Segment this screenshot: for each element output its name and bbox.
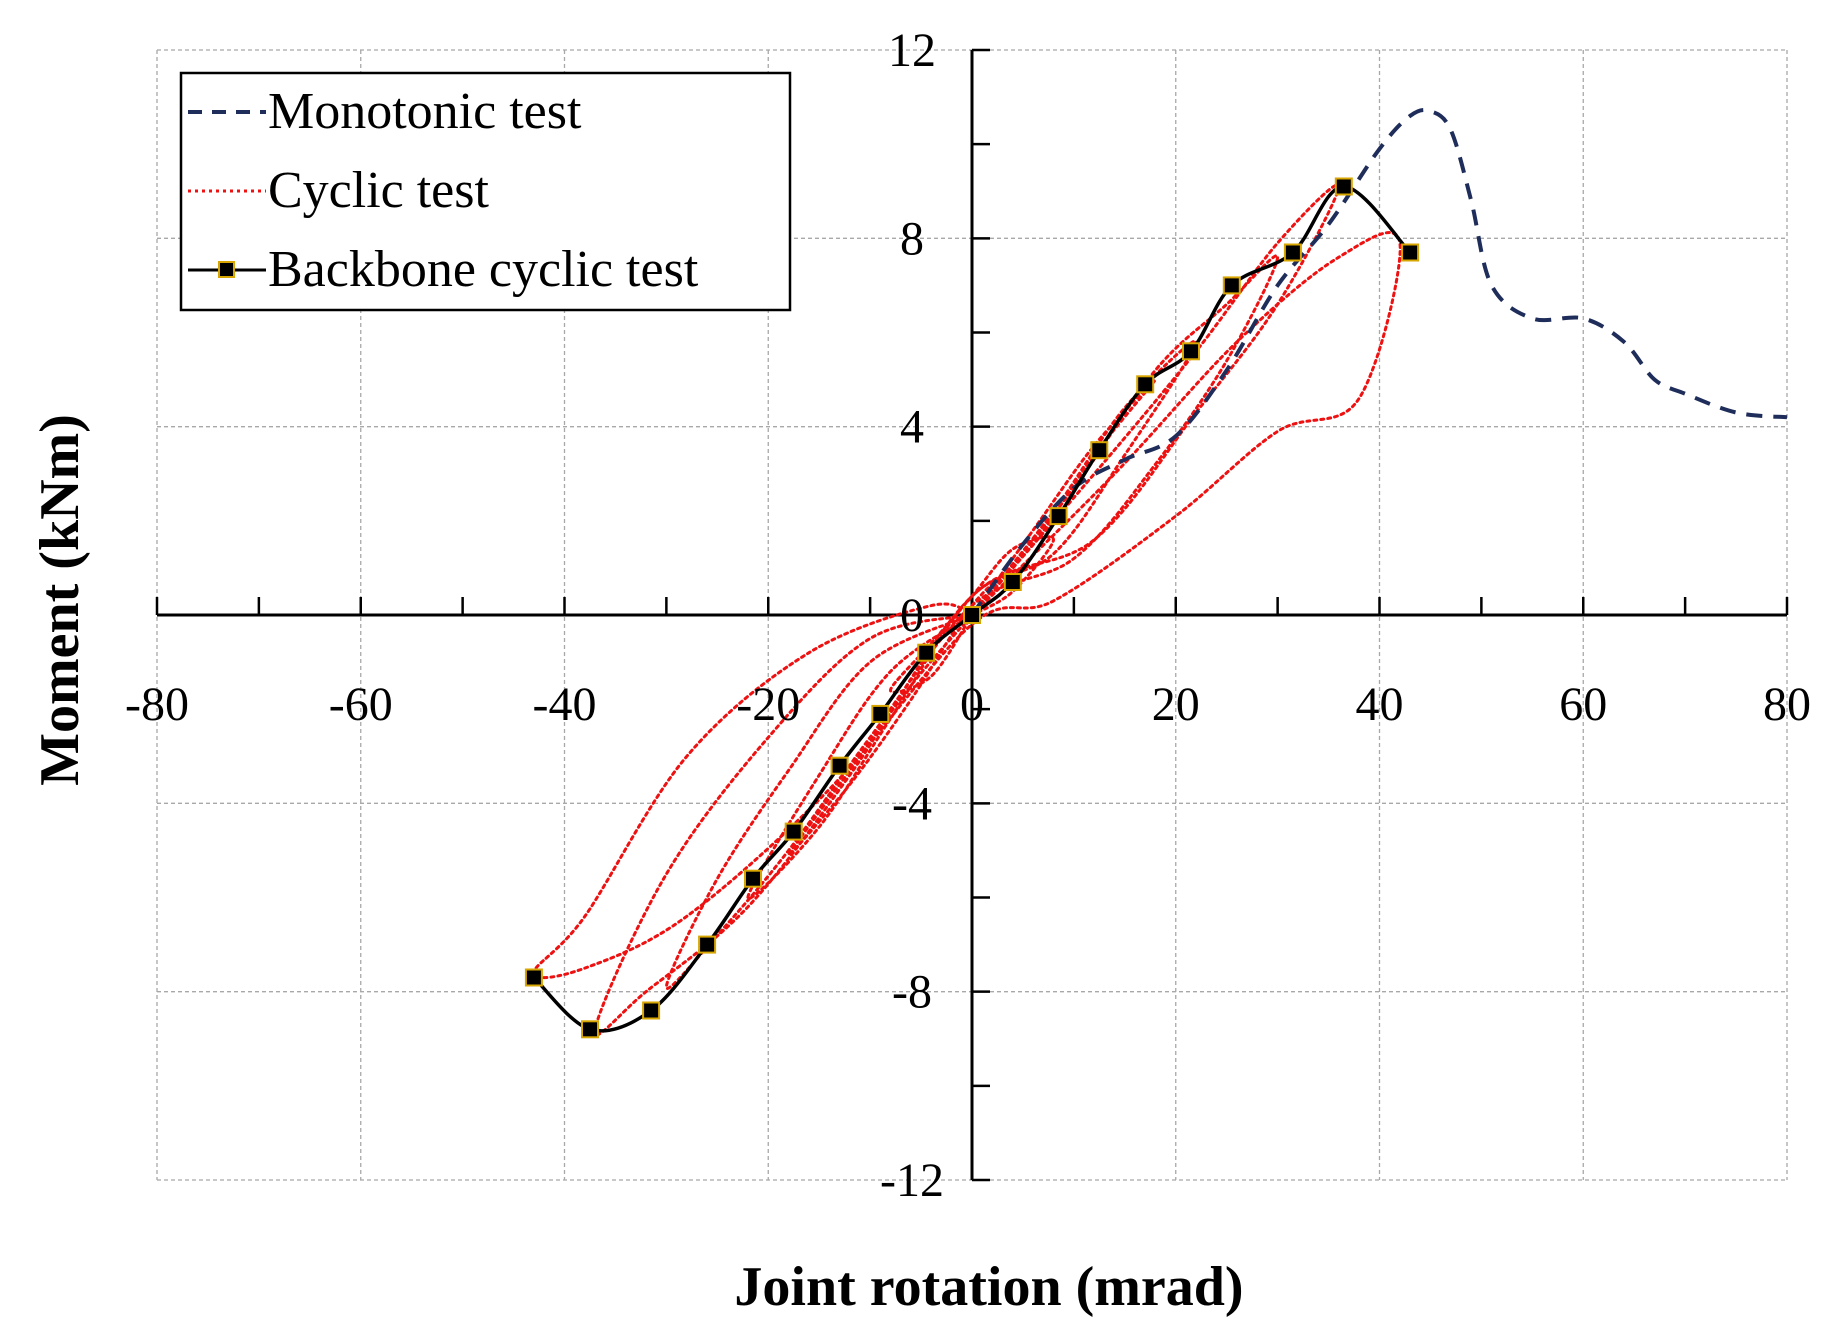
backbone-point: [642, 1001, 661, 1020]
legend-label-cyclic: Cyclic test: [268, 162, 490, 219]
backbone-point: [698, 935, 717, 954]
backbone-point: [1182, 342, 1200, 361]
backbone-point: [1283, 243, 1302, 262]
y-tick-label: 12: [888, 24, 936, 77]
backbone-point: [1049, 507, 1068, 526]
backbone-point: [1003, 573, 1022, 591]
x-tick-label: 0: [960, 678, 984, 731]
backbone-point: [524, 968, 543, 987]
legend: Monotonic test Cyclic test Backbone cycl…: [179, 71, 792, 312]
y-axis-title: Moment (kNm): [29, 414, 91, 786]
plot-series: [524, 108, 1788, 1039]
legend-label-monotonic: Monotonic test: [268, 83, 582, 140]
cyclic-loop-line: [664, 254, 1280, 990]
x-tick-label: -60: [329, 678, 393, 731]
cyclic-loop-line: [746, 339, 1198, 900]
y-tick-label: 4: [900, 401, 924, 454]
series-monotonic-test: [970, 108, 1788, 617]
backbone-point: [830, 756, 849, 775]
legend-label-backbone: Backbone cyclic test: [268, 241, 699, 298]
backbone-point: [581, 1020, 599, 1039]
backbone-point: [744, 869, 762, 888]
backbone-point: [1334, 177, 1353, 196]
backbone-point: [1222, 276, 1241, 295]
legend-swatch-backbone-marker: [218, 261, 235, 278]
cyclic-loop-line: [532, 231, 1402, 980]
y-tick-label: 8: [900, 212, 924, 265]
backbone-point: [784, 822, 803, 841]
x-axis-title: Joint rotation (mrad): [734, 1256, 1243, 1318]
backbone-point: [1090, 441, 1109, 460]
series-backbone-cyclic-test: [524, 177, 1420, 1039]
y-tick-label: -12: [880, 1154, 944, 1207]
monotonic-line: [970, 108, 1788, 617]
x-tick-label: 60: [1559, 678, 1607, 731]
backbone-point: [1401, 243, 1420, 262]
backbone-point: [963, 606, 981, 624]
x-tick-label: -40: [533, 678, 597, 731]
x-tick-label: 20: [1152, 678, 1200, 731]
y-tick-label: 0: [900, 589, 924, 642]
x-tick-label: 40: [1356, 678, 1404, 731]
cyclic-loop-line: [593, 183, 1341, 1037]
x-tick-label: -20: [736, 678, 800, 731]
x-tick-label: -80: [125, 678, 189, 731]
x-tick-label: 80: [1763, 678, 1811, 731]
legend-box: [179, 71, 792, 312]
y-tick-label: -4: [892, 777, 932, 830]
backbone-point: [1136, 375, 1155, 394]
backbone-point: [871, 704, 890, 723]
backbone-point: [917, 643, 936, 662]
y-tick-label: -8: [892, 966, 932, 1019]
